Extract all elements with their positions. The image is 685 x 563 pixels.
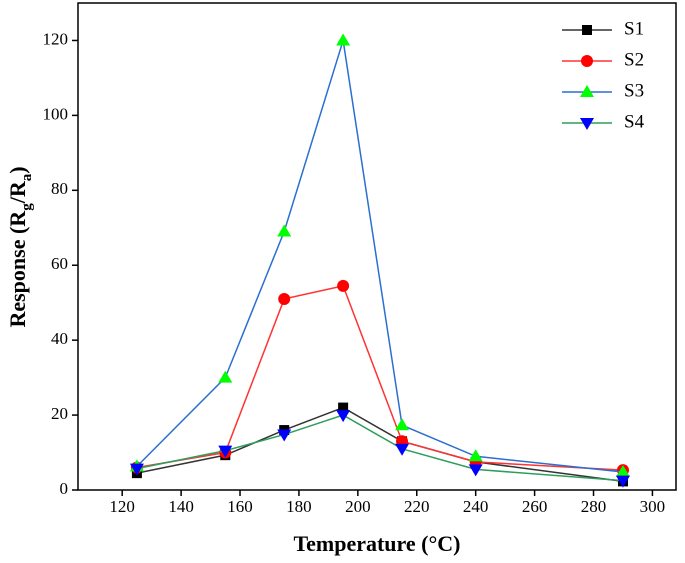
marker	[277, 224, 292, 237]
x-tick-label: 260	[522, 497, 548, 516]
series-line	[136, 40, 624, 473]
marker	[218, 370, 233, 383]
legend-marker	[582, 25, 592, 35]
y-tick-label: 80	[51, 179, 68, 198]
x-tick-label: 280	[581, 497, 607, 516]
legend-marker	[581, 55, 593, 67]
legend-label: S3	[624, 80, 644, 101]
y-title-part: Response (R	[5, 210, 30, 328]
x-tick-label: 220	[404, 497, 430, 516]
marker	[468, 464, 483, 477]
x-tick-label: 300	[640, 497, 666, 516]
marker	[277, 429, 292, 442]
x-tick-label: 160	[227, 497, 253, 516]
y-tick-label: 60	[51, 254, 68, 273]
x-tick-label: 180	[286, 497, 312, 516]
legend-marker	[580, 85, 594, 97]
marker	[338, 402, 349, 413]
marker	[218, 445, 233, 458]
y-title-sub: a	[19, 173, 35, 181]
marker	[336, 33, 351, 46]
marker	[337, 279, 350, 292]
series-line	[136, 414, 624, 482]
y-tick-label: 20	[51, 404, 68, 423]
marker	[395, 418, 410, 431]
y-title-part: /R	[5, 180, 30, 204]
series-line	[136, 406, 624, 483]
series-line	[136, 284, 624, 471]
x-axis-title: Temperature (°C)	[293, 531, 460, 556]
x-tick-label: 200	[345, 497, 371, 516]
y-tick-label: 40	[51, 329, 68, 348]
legend-marker	[580, 118, 594, 130]
x-tick-label: 240	[463, 497, 489, 516]
marker	[336, 410, 351, 423]
legend-label: S4	[624, 111, 645, 132]
marker	[395, 443, 410, 456]
marker	[129, 463, 144, 476]
marker	[278, 292, 291, 305]
legend-label: S2	[624, 49, 644, 70]
y-title-sub: g	[19, 203, 35, 211]
legend-label: S1	[624, 18, 644, 39]
y-axis-title: Response (Rg/Ra)	[5, 166, 35, 327]
marker	[615, 475, 630, 488]
x-tick-label: 140	[168, 497, 194, 516]
marker	[468, 449, 483, 462]
marker	[615, 465, 630, 478]
y-tick-label: 0	[60, 479, 69, 498]
x-tick-label: 120	[109, 497, 135, 516]
plot-frame	[77, 2, 677, 491]
y-tick-label: 120	[43, 29, 69, 48]
y-tick-label: 100	[43, 104, 69, 123]
y-title-part: )	[5, 166, 30, 173]
